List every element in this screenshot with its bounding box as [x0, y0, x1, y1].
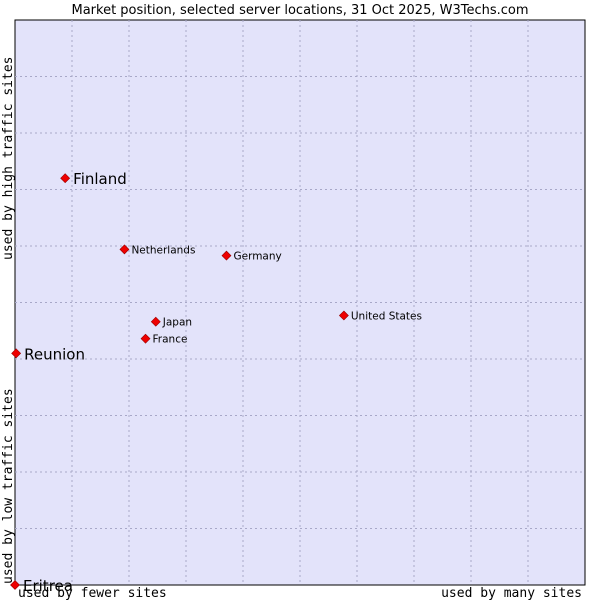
point-marker — [10, 580, 20, 590]
point-eritrea: Eritrea — [10, 577, 73, 595]
point-finland: Finland — [60, 170, 127, 188]
point-label: Finland — [73, 170, 127, 188]
point-germany: Germany — [221, 250, 282, 263]
point-label: Eritrea — [23, 577, 73, 595]
point-label: Japan — [162, 317, 192, 329]
point-label: Germany — [233, 251, 281, 263]
point-label: Netherlands — [131, 244, 195, 256]
point-label: France — [153, 334, 188, 346]
point-marker — [338, 310, 349, 321]
data-points: Finland Netherlands Germany United States Ja… — [10, 170, 422, 595]
x-axis-label-right: used by many sites — [441, 586, 582, 600]
point-marker — [221, 250, 232, 261]
point-marker — [60, 173, 71, 184]
grid — [15, 20, 585, 585]
x-axis-label-left: used by fewer sites — [18, 586, 167, 600]
point-marker — [11, 348, 22, 359]
point-france: France — [140, 333, 188, 346]
y-axis-label-top: used by high traffic sites — [1, 57, 16, 261]
point-label: United States — [351, 310, 422, 322]
y-axis-label-bottom: used by low traffic sites — [1, 388, 16, 584]
point-united-states: United States — [338, 310, 422, 322]
chart-title: Market position, selected server locatio… — [71, 3, 528, 18]
point-marker — [140, 333, 151, 344]
point-netherlands: Netherlands — [119, 244, 195, 256]
point-reunion: Reunion — [11, 345, 85, 363]
point-label: Reunion — [24, 345, 85, 363]
point-marker — [119, 244, 130, 255]
point-japan: Japan — [150, 316, 192, 329]
point-marker — [150, 316, 161, 327]
